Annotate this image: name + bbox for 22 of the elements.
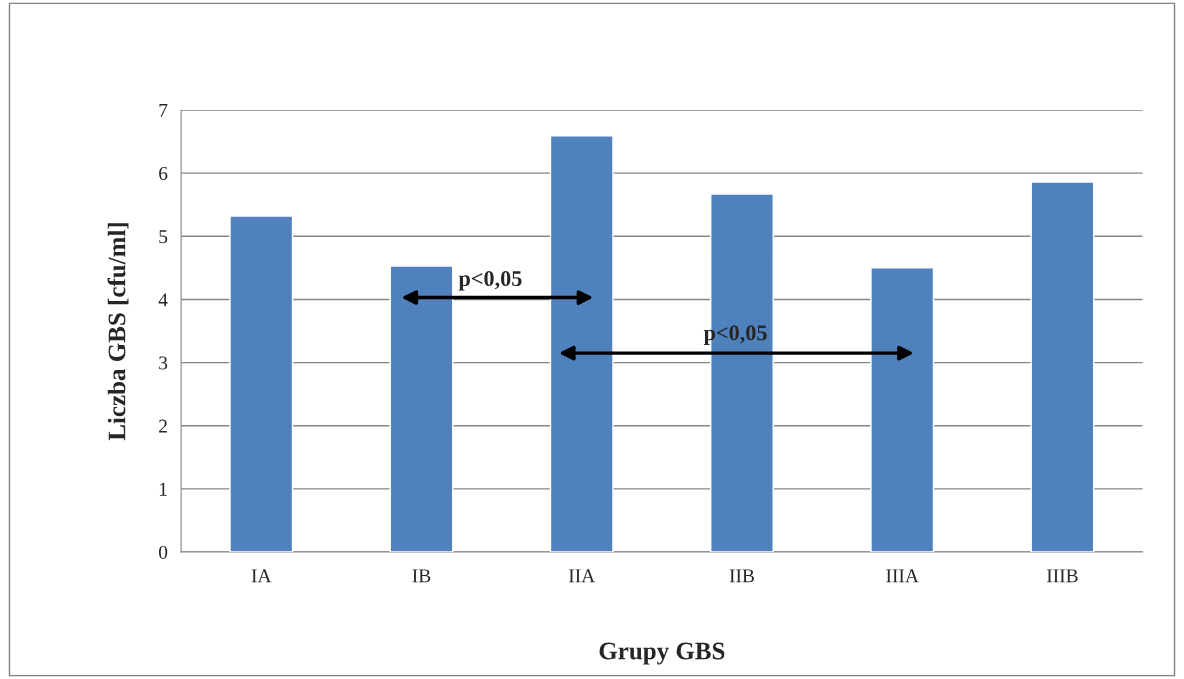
x-tick-label: IIIB <box>1046 569 1078 583</box>
x-tick-label: IB <box>412 569 431 583</box>
bar <box>389 265 454 553</box>
bar <box>549 135 614 553</box>
y-tick-label: 6 <box>159 167 168 181</box>
x-tick-label: IIIA <box>886 569 919 583</box>
y-tick-label: 4 <box>158 293 168 307</box>
y-tick-label: 2 <box>159 419 167 433</box>
bar <box>870 267 935 553</box>
y-tick-label: 5 <box>159 230 168 244</box>
bar <box>229 215 294 553</box>
y-tick-label: 0 <box>158 545 168 559</box>
x-tick-label: IIB <box>729 569 754 583</box>
bar <box>1030 181 1095 553</box>
y-tick-label: 7 <box>159 104 168 117</box>
annotation: p<0,05 <box>458 271 522 291</box>
y-tick-label: 3 <box>159 356 168 370</box>
y-tick-label: 1 <box>159 482 167 496</box>
y-axis-title: Liczba GBS [cfu/ml] <box>107 223 129 441</box>
x-tick-label: IA <box>251 569 272 583</box>
x-axis-title: Grupy GBS <box>599 642 725 665</box>
x-tick-label: IIA <box>568 569 596 583</box>
